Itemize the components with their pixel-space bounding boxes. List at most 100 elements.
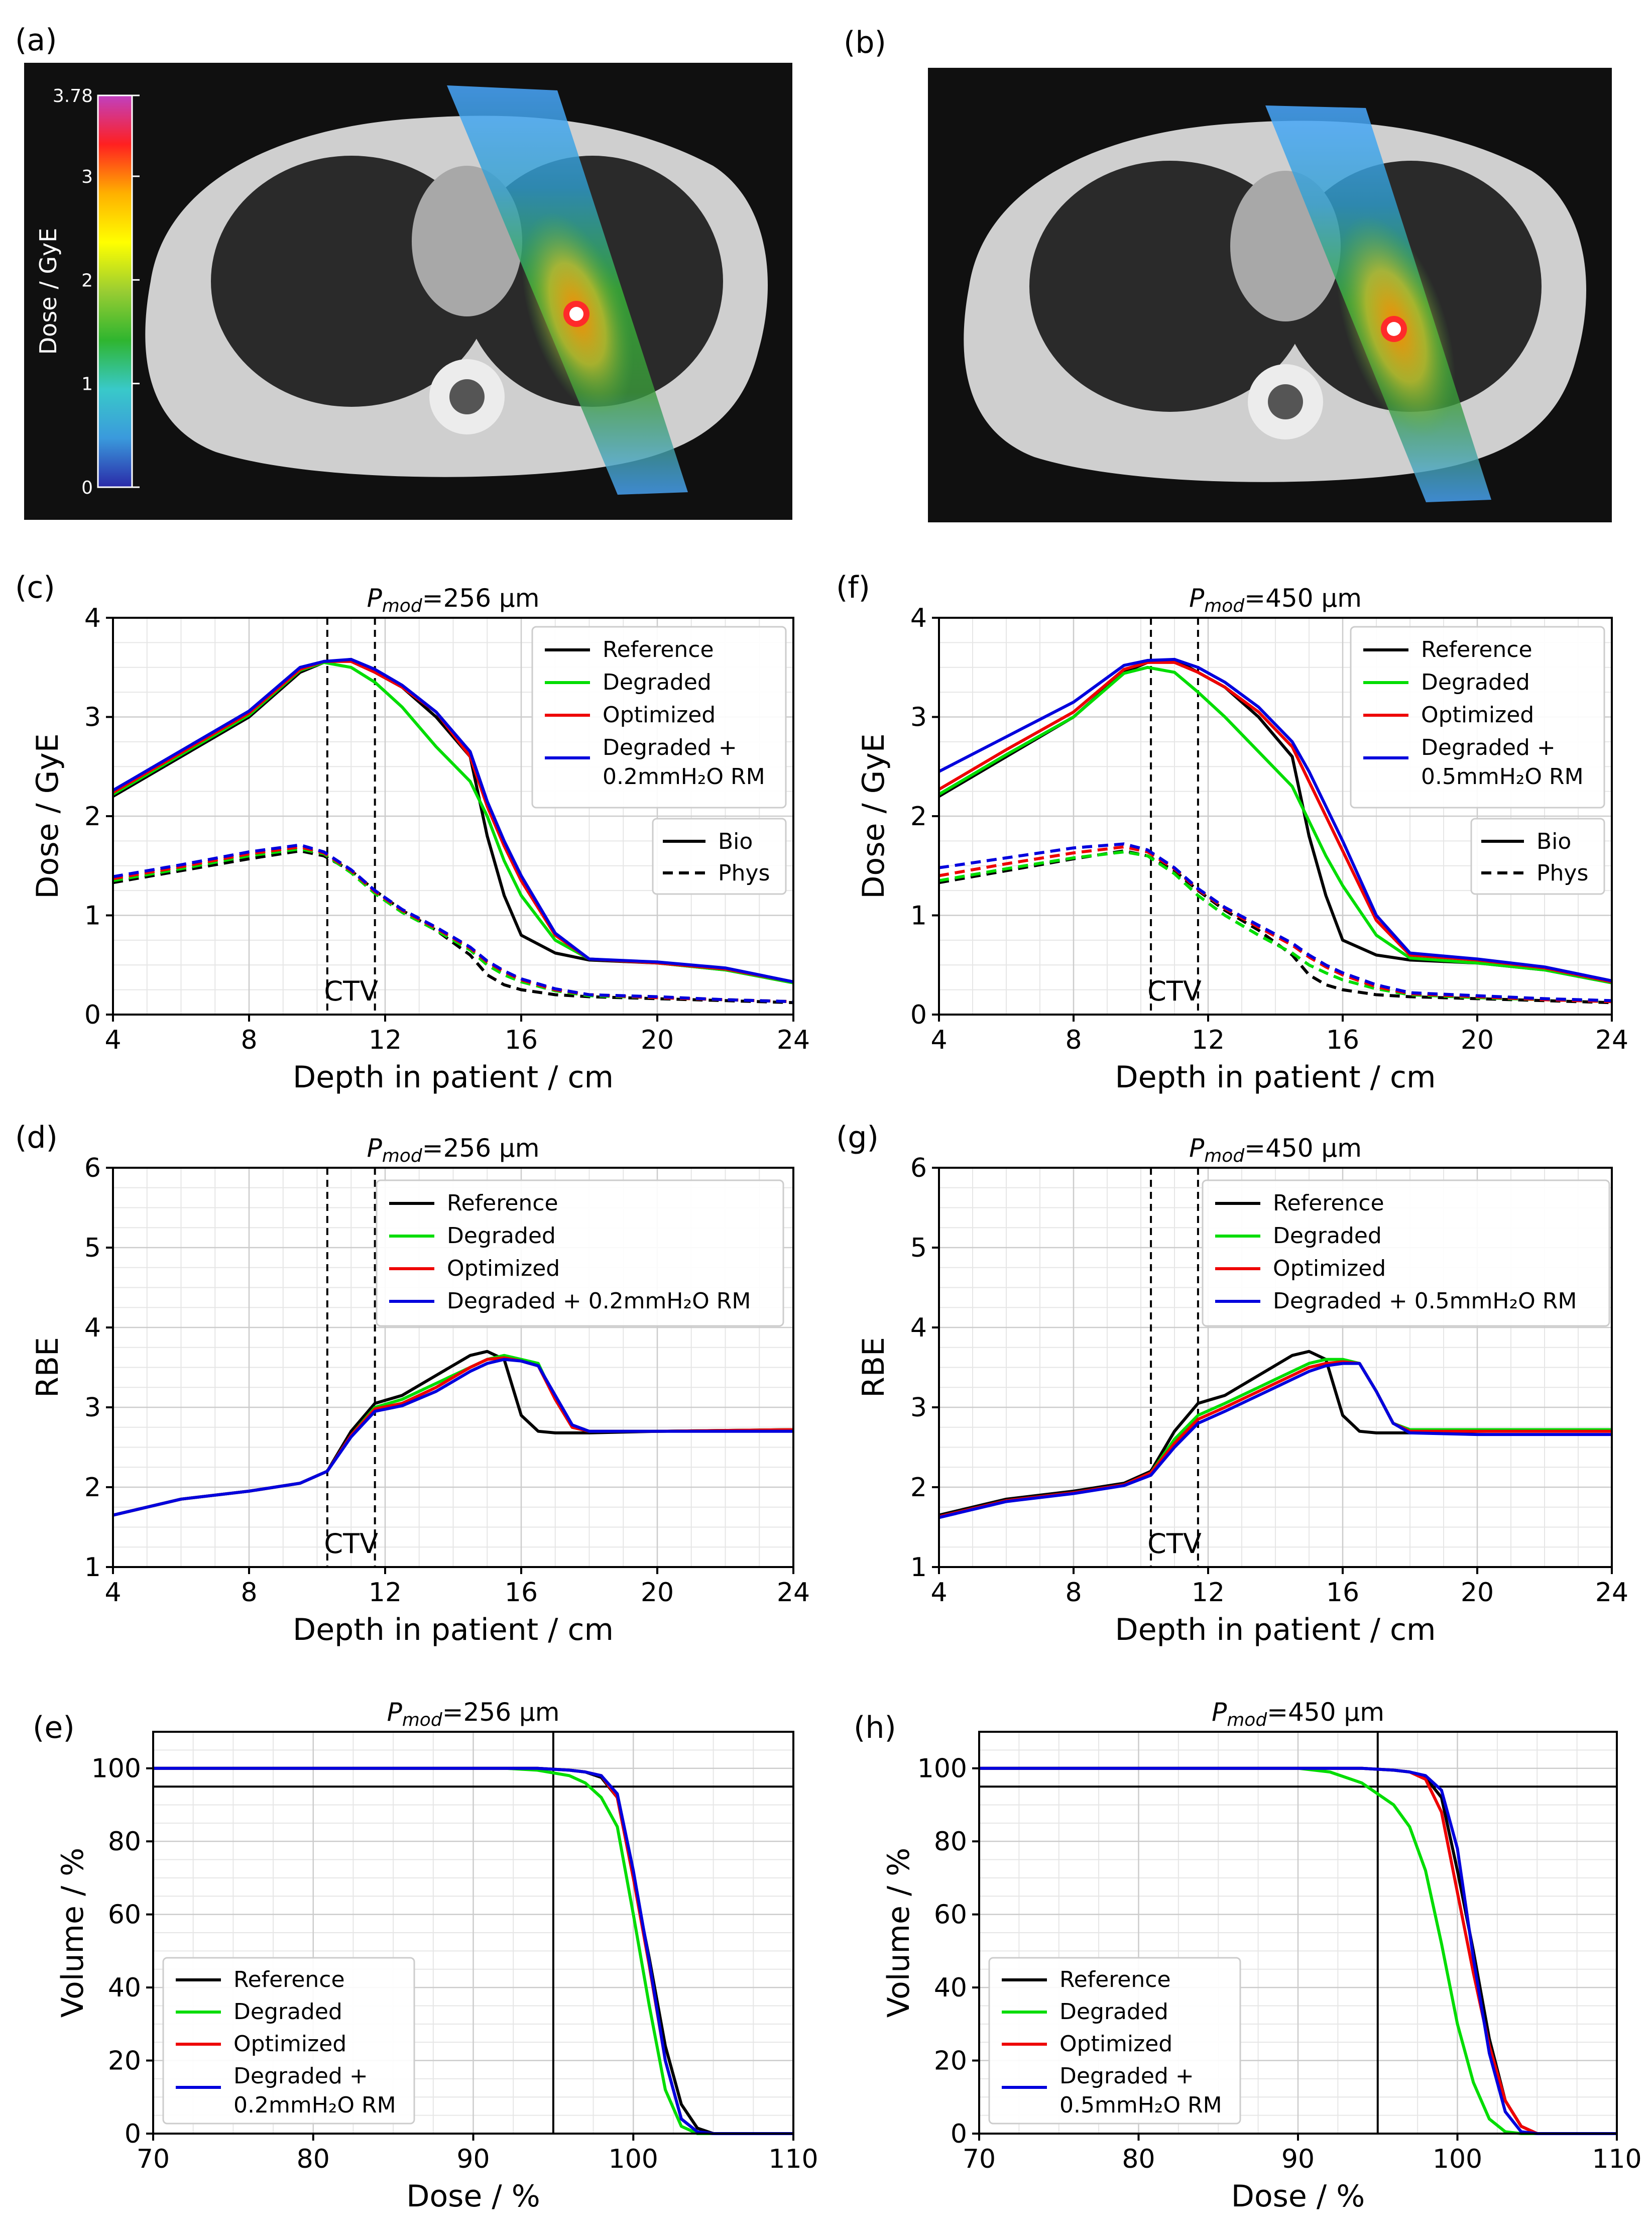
ctv-label: CTV bbox=[1147, 1528, 1202, 1560]
x-tick-label: 24 bbox=[777, 1025, 810, 1055]
x-tick-label: 80 bbox=[1122, 2144, 1155, 2174]
legend-item: Degraded bbox=[1273, 1223, 1382, 1249]
legend-item: Degraded bbox=[1421, 670, 1530, 695]
x-tick-label: 12 bbox=[369, 1025, 402, 1055]
legend-item: Reference bbox=[1059, 1967, 1171, 1992]
y-tick-label: 0 bbox=[910, 1000, 927, 1030]
x-tick-label: 12 bbox=[369, 1578, 402, 1608]
legend-item: Degraded + bbox=[233, 2063, 368, 2089]
y-tick-label: 1 bbox=[910, 1552, 927, 1583]
title-value: =256 µm bbox=[442, 1698, 560, 1727]
x-tick-label: 100 bbox=[609, 2144, 658, 2174]
x-tick-label: 110 bbox=[768, 2144, 818, 2174]
y-tick-label: 2 bbox=[910, 1473, 927, 1503]
chart-title: Pmod=256 µm bbox=[367, 1134, 540, 1166]
x-tick-label: 16 bbox=[1326, 1025, 1359, 1055]
series-line bbox=[938, 657, 1612, 982]
chart-title: Pmod=450 µm bbox=[1189, 584, 1362, 616]
title-value: =256 µm bbox=[422, 584, 540, 613]
y-tick-label: 2 bbox=[84, 802, 101, 832]
legend-item: Optimized bbox=[233, 2031, 346, 2057]
x-axis-label: Depth in patient / cm bbox=[293, 1060, 614, 1095]
colorbar: 3.78 3 2 1 0 Dose / GyE bbox=[35, 86, 140, 498]
y-axis-label: Dose / GyE bbox=[856, 733, 891, 899]
y-axis-label: Volume / % bbox=[881, 1848, 916, 2018]
series-line bbox=[112, 657, 794, 983]
y-tick-label: 4 bbox=[910, 1313, 927, 1343]
x-tick-label: 8 bbox=[241, 1025, 257, 1055]
x-axis-label: Depth in patient / cm bbox=[1115, 1060, 1436, 1095]
y-tick-label: 100 bbox=[917, 1754, 967, 1784]
title-prefix: P bbox=[1189, 584, 1205, 613]
x-axis-label: Depth in patient / cm bbox=[1115, 1612, 1436, 1647]
series-line bbox=[112, 843, 794, 1004]
panel-label-g: (g) bbox=[836, 1120, 879, 1155]
chart-title: Pmod=256 µm bbox=[367, 584, 540, 616]
y-tick-label: 6 bbox=[84, 1153, 101, 1183]
legend-item: Reference bbox=[447, 1190, 558, 1216]
title-prefix: P bbox=[367, 1134, 383, 1163]
dose-beam bbox=[1265, 105, 1491, 502]
series-line bbox=[938, 665, 1612, 984]
style-legend-box bbox=[1470, 818, 1605, 895]
y-tick-label: 4 bbox=[84, 603, 101, 633]
x-tick-label: 16 bbox=[505, 1578, 538, 1608]
x-tick-label: 80 bbox=[297, 2144, 330, 2174]
style-legend-item: Bio bbox=[718, 829, 753, 854]
x-tick-label: 90 bbox=[456, 2144, 490, 2174]
chart-title: Pmod=450 µm bbox=[1212, 1698, 1384, 1730]
panel-label-f: (f) bbox=[836, 570, 870, 605]
y-tick-label: 4 bbox=[84, 1313, 101, 1343]
legend-item: Degraded + 0.2mmH₂O RM bbox=[447, 1288, 751, 1314]
title-prefix: P bbox=[1189, 1134, 1205, 1163]
x-tick-label: 20 bbox=[641, 1025, 674, 1055]
legend-box bbox=[531, 626, 787, 809]
legend-item: 0.5mmH₂O RM bbox=[1059, 2092, 1222, 2118]
x-tick-label: 4 bbox=[930, 1578, 947, 1608]
y-tick-label: 3 bbox=[84, 1393, 101, 1423]
dose-beam bbox=[447, 85, 688, 495]
legend-box bbox=[376, 1179, 784, 1327]
y-axis-label: Dose / GyE bbox=[30, 733, 65, 899]
y-axis-label: RBE bbox=[856, 1337, 891, 1398]
series-line bbox=[112, 1358, 793, 1517]
title-value: =450 µm bbox=[1244, 584, 1362, 613]
legend-item: 0.5mmH₂O RM bbox=[1421, 764, 1584, 790]
panel-label-e: (e) bbox=[33, 1710, 75, 1745]
title-prefix: P bbox=[367, 584, 383, 613]
x-tick-label: 4 bbox=[104, 1578, 121, 1608]
y-tick-label: 80 bbox=[934, 1827, 967, 1857]
y-tick-label: 6 bbox=[910, 1153, 927, 1183]
title-subscript: mod bbox=[1204, 1146, 1245, 1166]
legend-item: 0.2mmH₂O RM bbox=[233, 2092, 396, 2118]
legend-item: Reference bbox=[603, 637, 714, 662]
y-tick-label: 60 bbox=[934, 1900, 967, 1930]
y-tick-label: 0 bbox=[125, 2119, 141, 2149]
y-tick-label: 4 bbox=[910, 603, 927, 633]
series-line bbox=[938, 842, 1612, 1003]
y-tick-label: 2 bbox=[84, 1473, 101, 1503]
legend-item: Degraded bbox=[233, 1999, 342, 2025]
x-tick-label: 12 bbox=[1192, 1578, 1225, 1608]
x-tick-label: 90 bbox=[1281, 2144, 1315, 2174]
colorbar-tick-label: 3 bbox=[81, 167, 93, 187]
title-value: =256 µm bbox=[422, 1134, 540, 1163]
title-subscript: mod bbox=[382, 596, 423, 616]
title-prefix: P bbox=[387, 1698, 403, 1727]
x-tick-label: 8 bbox=[241, 1578, 257, 1608]
x-tick-label: 20 bbox=[641, 1578, 674, 1608]
body-outline bbox=[145, 116, 768, 477]
y-tick-label: 3 bbox=[910, 1393, 927, 1423]
legend-item: Reference bbox=[1421, 637, 1532, 662]
legend-item: Optimized bbox=[1273, 1256, 1386, 1281]
ct-image-a: 3.78 3 2 1 0 Dose / GyE bbox=[24, 63, 792, 520]
x-axis-label: Depth in patient / cm bbox=[293, 1612, 614, 1647]
title-value: =450 µm bbox=[1267, 1698, 1384, 1727]
panel-label-a: (a) bbox=[15, 23, 57, 58]
chart-h-dvh: 70 80 90 100 110 0 20 40 60 80 100 Dose / % Volume /… bbox=[881, 1698, 1642, 2214]
title-subscript: mod bbox=[382, 1146, 423, 1166]
